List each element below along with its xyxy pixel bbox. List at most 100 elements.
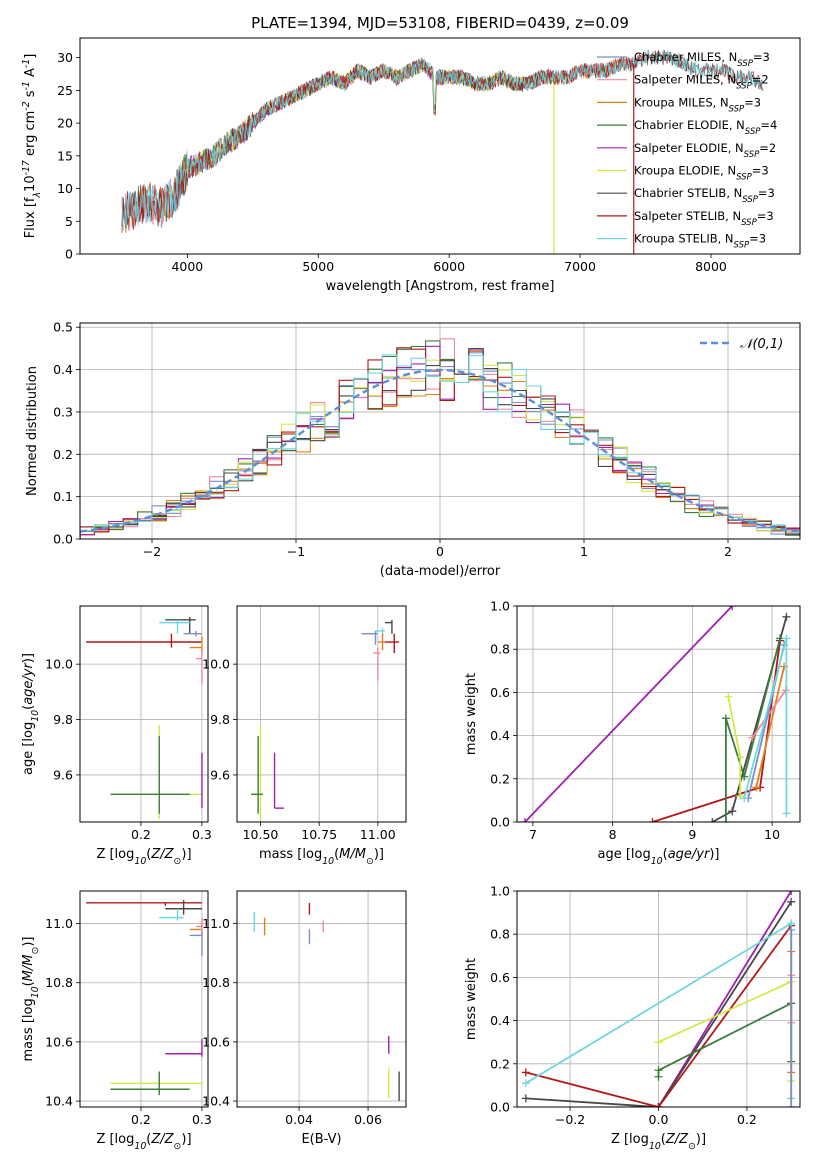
y-tick-label: 0.2 <box>490 771 510 786</box>
plus-marker <box>521 1094 530 1103</box>
plus-marker <box>752 783 761 792</box>
plus-marker <box>721 818 730 822</box>
x-tick-label: 0.2 <box>737 1112 757 1127</box>
y-axis-label: mass [log10(M/M⊙)] <box>21 937 41 1062</box>
axes-frame <box>79 37 801 255</box>
y-tick-label: 10.6 <box>45 1034 73 1049</box>
x-axis-label: (data-model)/error <box>380 564 501 579</box>
weight-line <box>657 1001 793 1077</box>
x-tick-label: 0.04 <box>285 1112 313 1127</box>
axes-age_vs_Z: 0.2 0.3 9.6 9.8 10.0 Z [log10(Z/Z⊙)] age [log1… <box>21 605 212 867</box>
x-tick-label: 1 <box>580 544 588 559</box>
plot-area <box>86 899 203 1096</box>
weight-line <box>657 891 792 1107</box>
x-axis-label: age [log10(age/yr)] <box>597 847 719 867</box>
axes-massweight_vs_Z: −0.2 0.0 0.2 0.0 0.2 0.4 0.6 0.8 1.0 Z [log10(Z/Z… <box>464 884 801 1152</box>
weight-line <box>725 638 781 822</box>
plus-marker <box>654 1103 663 1107</box>
x-axis-label: wavelength [Angstrom, rest frame] <box>326 279 555 294</box>
x-tick-label: 4000 <box>171 259 203 274</box>
normal-curve <box>80 368 800 533</box>
plus-marker <box>648 818 657 822</box>
spectrum-line <box>121 57 634 233</box>
x-tick-label: 9 <box>688 827 696 842</box>
axes-frame <box>516 605 801 823</box>
y-tick-label: 0.0 <box>53 532 73 547</box>
y-axis-label: Normed distribution <box>25 366 40 496</box>
x-tick-label: 5000 <box>302 259 334 274</box>
legend-item: 𝒩(0,1) <box>740 337 783 352</box>
plus-marker <box>521 1079 530 1088</box>
y-tick-label: 10.0 <box>45 657 73 672</box>
x-axis-label: mass [log10(M/M⊙)] <box>259 847 384 867</box>
axes-frame <box>79 605 209 823</box>
x-tick-label: 0.2 <box>131 827 151 842</box>
y-tick-label: 0.2 <box>490 1056 510 1071</box>
y-tick-label: 30 <box>57 50 73 65</box>
y-tick-label: 10.6 <box>202 1034 230 1049</box>
y-axis-label: mass weight <box>464 673 479 755</box>
x-tick-label: 0 <box>436 544 444 559</box>
plus-marker <box>736 753 745 762</box>
plus-marker <box>654 1066 663 1075</box>
y-tick-label: 10.4 <box>202 1094 230 1109</box>
x-tick-label: 0.06 <box>354 1112 382 1127</box>
plus-marker <box>787 897 796 906</box>
x-tick-label: 7000 <box>564 259 596 274</box>
spectrum-line <box>121 57 634 230</box>
x-tick-label: 0.3 <box>192 1112 212 1127</box>
plot-area <box>121 49 764 254</box>
y-tick-label: 9.8 <box>53 712 73 727</box>
y-tick-label: 0.6 <box>490 685 510 700</box>
y-tick-label: 0.4 <box>490 728 510 743</box>
y-tick-label: 0.0 <box>490 1100 510 1115</box>
y-tick-label: 5 <box>65 214 73 229</box>
x-axis-label: Z [log10(Z/Z⊙)] <box>96 847 191 867</box>
y-axis-label: mass weight <box>464 958 479 1040</box>
x-tick-label: 10.50 <box>243 827 279 842</box>
legend-item: Chabrier ELODIE, NSSP=4 <box>634 118 777 137</box>
axes-residuals: −2 −1 0 1 2 0.0 0.1 0.2 0.3 0.4 0.5 (data-model)/er… <box>25 320 801 579</box>
y-tick-label: 10.0 <box>202 657 230 672</box>
x-tick-label: 0.2 <box>131 1112 151 1127</box>
plus-marker <box>782 612 791 621</box>
plus-marker <box>521 1068 530 1077</box>
legend-item: Salpeter ELODIE, NSSP=2 <box>634 141 776 160</box>
legend-item: Chabrier STELIB, NSSP=3 <box>634 186 775 205</box>
weight-line <box>755 666 785 788</box>
axes-age_vs_mass: 10.50 10.75 11.00 9.6 9.8 10.0 mass [log10(M/M… <box>202 605 407 867</box>
y-tick-label: 11.0 <box>45 916 73 931</box>
weight-line <box>524 606 733 822</box>
y-tick-label: 0.1 <box>53 489 73 504</box>
weight-line <box>658 980 793 1082</box>
axes-frame <box>516 890 801 1108</box>
weight-line <box>751 689 787 739</box>
plus-marker <box>787 925 796 934</box>
axes-massweight_vs_age: 7 8 9 10 0.0 0.2 0.4 0.6 0.8 1.0 age [log10(age/yr… <box>464 599 801 867</box>
y-tick-label: 0.6 <box>490 970 510 985</box>
y-tick-label: 0.3 <box>53 404 73 419</box>
y-tick-label: 9.8 <box>210 712 230 727</box>
legend-residuals: 𝒩(0,1) <box>700 337 783 352</box>
x-tick-label: 10.75 <box>301 827 337 842</box>
plus-marker <box>708 818 717 822</box>
y-tick-label: 11.0 <box>202 916 230 931</box>
plot-area <box>86 617 203 820</box>
y-tick-label: 10.8 <box>202 975 230 990</box>
y-tick-label: 0.4 <box>490 1013 510 1028</box>
y-tick-label: 0 <box>65 247 73 262</box>
x-tick-label: 7 <box>529 827 537 842</box>
y-tick-label: 0.2 <box>53 447 73 462</box>
y-tick-label: 0.8 <box>490 642 510 657</box>
plus-marker <box>748 733 757 742</box>
plot-area <box>253 902 400 1102</box>
y-tick-label: 25 <box>57 83 73 98</box>
axes-mass_vs_Z: 0.2 0.3 10.4 10.6 10.8 11.0 Z [log10(Z/Z⊙)] mas… <box>21 890 212 1152</box>
x-axis-label: Z [log10(Z/Z⊙)] <box>611 1132 706 1152</box>
plus-marker <box>728 606 737 610</box>
plus-marker <box>787 1103 796 1107</box>
plus-marker <box>721 714 730 723</box>
plus-marker <box>740 772 749 781</box>
x-axis-label: Z [log10(Z/Z⊙)] <box>96 1132 191 1152</box>
weight-line <box>525 925 792 1107</box>
